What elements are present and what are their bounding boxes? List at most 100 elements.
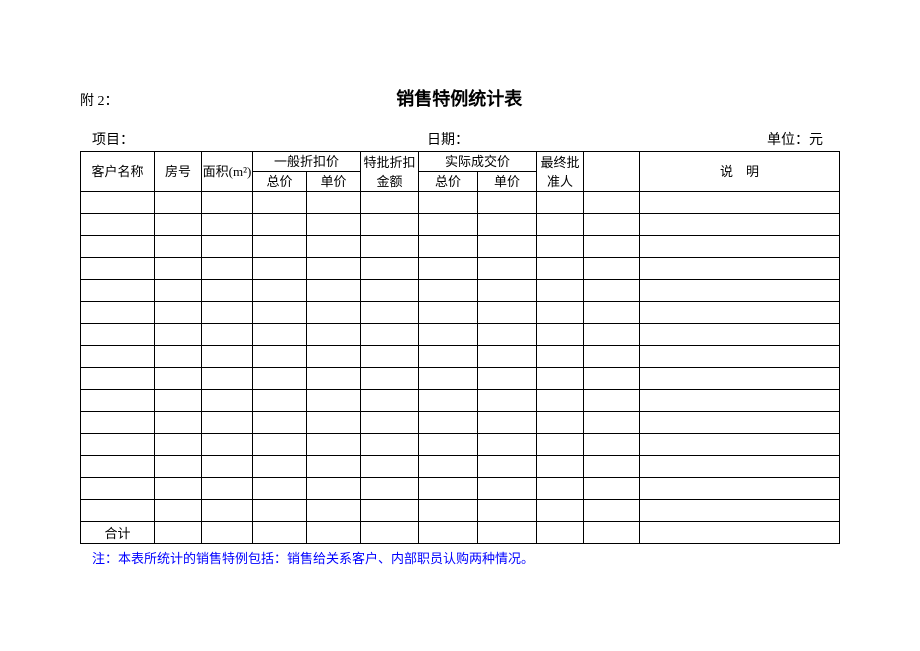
table-cell: [307, 214, 361, 236]
table-cell: [584, 346, 640, 368]
table-cell: [640, 258, 840, 280]
table-cell: [478, 324, 537, 346]
header-row-1: 客户名称 房号 面积(m²) 一般折扣价 特批折扣金额 实际成交价 最终批准人 …: [81, 152, 840, 172]
table-cell: [81, 434, 155, 456]
table-cell: [419, 280, 478, 302]
table-cell: [307, 434, 361, 456]
table-row: [81, 324, 840, 346]
table-row: [81, 214, 840, 236]
table-cell: [584, 258, 640, 280]
table-row: [81, 258, 840, 280]
table-cell: [640, 390, 840, 412]
table-row: [81, 390, 840, 412]
table-cell: [253, 522, 307, 544]
table-cell: [361, 434, 419, 456]
total-label: 合计: [81, 522, 155, 544]
table-cell: [640, 214, 840, 236]
table-cell: [81, 412, 155, 434]
table-cell: [361, 258, 419, 280]
table-cell: [202, 258, 253, 280]
table-cell: [253, 478, 307, 500]
table-cell: [307, 324, 361, 346]
table-cell: [155, 280, 202, 302]
table-cell: [253, 434, 307, 456]
table-cell: [537, 192, 584, 214]
col-gen-unit: 单价: [307, 172, 361, 192]
table-cell: [584, 368, 640, 390]
table-cell: [478, 456, 537, 478]
table-cell: [253, 500, 307, 522]
table-cell: [640, 434, 840, 456]
table-cell: [81, 192, 155, 214]
table-cell: [253, 302, 307, 324]
table-cell: [155, 412, 202, 434]
table-cell: [202, 214, 253, 236]
table-cell: [640, 280, 840, 302]
table-cell: [307, 412, 361, 434]
table-cell: [307, 390, 361, 412]
table-cell: [640, 346, 840, 368]
table-cell: [202, 522, 253, 544]
col-blank: [584, 152, 640, 192]
table-cell: [307, 302, 361, 324]
table-cell: [478, 478, 537, 500]
table-cell: [307, 500, 361, 522]
table-cell: [155, 522, 202, 544]
table-row: [81, 500, 840, 522]
table-cell: [419, 390, 478, 412]
table-cell: [253, 346, 307, 368]
table-cell: [419, 368, 478, 390]
table-cell: [361, 456, 419, 478]
table-cell: [155, 324, 202, 346]
table-cell: [537, 324, 584, 346]
table-cell: [253, 280, 307, 302]
table-cell: [584, 500, 640, 522]
table-cell: [253, 192, 307, 214]
table-cell: [478, 258, 537, 280]
table-cell: [81, 390, 155, 412]
table-cell: [640, 324, 840, 346]
table-cell: [419, 302, 478, 324]
table-cell: [419, 258, 478, 280]
table-cell: [419, 236, 478, 258]
table-cell: [202, 456, 253, 478]
col-approver: 最终批准人: [537, 152, 584, 192]
col-act-unit: 单价: [478, 172, 537, 192]
table-cell: [155, 192, 202, 214]
table-cell: [537, 456, 584, 478]
table-cell: [640, 478, 840, 500]
table-cell: [640, 500, 840, 522]
table-cell: [155, 500, 202, 522]
table-cell: [81, 478, 155, 500]
date-label: 日期：: [427, 129, 767, 149]
table-cell: [202, 236, 253, 258]
col-special-discount: 特批折扣金额: [361, 152, 419, 192]
table-cell: [155, 390, 202, 412]
col-actual-price: 实际成交价: [419, 152, 537, 172]
table-row: [81, 346, 840, 368]
meta-row: 项目： 日期： 单位：元: [80, 129, 840, 151]
table-cell: [361, 302, 419, 324]
table-cell: [478, 390, 537, 412]
table-cell: [419, 214, 478, 236]
table-cell: [202, 434, 253, 456]
table-row: [81, 368, 840, 390]
col-act-total: 总价: [419, 172, 478, 192]
table-cell: [478, 522, 537, 544]
table-cell: [253, 214, 307, 236]
table-cell: [584, 522, 640, 544]
table-cell: [640, 368, 840, 390]
table-cell: [584, 412, 640, 434]
project-label: 项目：: [92, 129, 427, 149]
table-cell: [537, 280, 584, 302]
table-body: 合计: [81, 192, 840, 544]
table-cell: [81, 368, 155, 390]
table-cell: [584, 302, 640, 324]
table-cell: [419, 412, 478, 434]
table-row: [81, 434, 840, 456]
col-area: 面积(m²): [202, 152, 253, 192]
table-cell: [81, 324, 155, 346]
table-cell: [253, 368, 307, 390]
table-cell: [584, 280, 640, 302]
table-row: [81, 456, 840, 478]
